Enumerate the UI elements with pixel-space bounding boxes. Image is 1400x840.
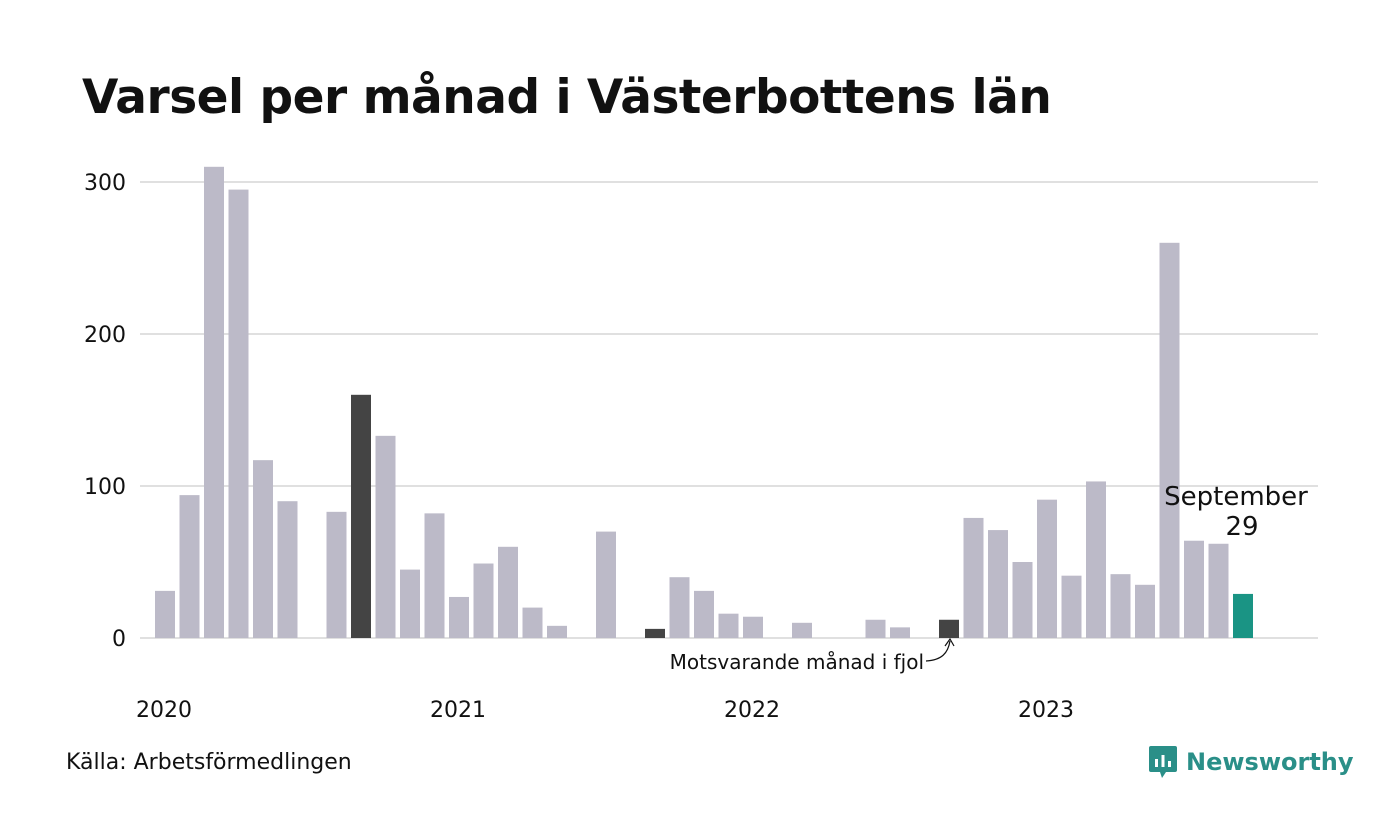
bar <box>963 517 984 638</box>
bar <box>375 435 396 638</box>
annotation-arrow <box>925 640 951 662</box>
y-axis: 0 100 200 300 <box>84 171 126 652</box>
bar <box>865 619 886 638</box>
bar <box>1110 574 1131 638</box>
bar <box>424 513 445 638</box>
bar <box>522 607 543 638</box>
bar <box>1061 575 1082 638</box>
bar-previous-year <box>645 628 665 638</box>
newsworthy-logo-icon <box>1149 746 1177 778</box>
bar <box>743 616 763 638</box>
annotation-arrowhead <box>944 637 955 647</box>
brand-logo: Newsworthy <box>1148 744 1354 780</box>
bar <box>228 189 249 638</box>
bar <box>890 627 910 638</box>
bar <box>1208 543 1229 638</box>
bar <box>253 460 273 638</box>
x-tick-label: 2022 <box>724 698 780 723</box>
bar <box>498 546 518 638</box>
bar <box>179 495 200 638</box>
bar <box>547 625 567 638</box>
chart-title: Varsel per månad i Västerbottens län <box>82 70 1052 125</box>
bar <box>1012 562 1033 638</box>
y-tick-label: 0 <box>112 627 126 652</box>
bar <box>718 613 739 638</box>
bar <box>155 590 175 638</box>
annotations: Motsvarande månad i fjol September 29 <box>670 482 1309 674</box>
bar-previous-year <box>351 394 371 638</box>
bar <box>204 166 224 639</box>
y-tick-label: 100 <box>84 475 126 500</box>
bar <box>1037 499 1057 638</box>
bar <box>1135 584 1155 638</box>
bar <box>449 596 469 638</box>
bar <box>1086 481 1106 638</box>
brand-name: Newsworthy <box>1186 748 1354 776</box>
x-tick-label: 2021 <box>430 698 486 723</box>
bar-current-month <box>1233 593 1253 638</box>
x-tick-label: 2023 <box>1018 698 1074 723</box>
bar <box>596 531 616 638</box>
bar <box>326 511 347 638</box>
y-tick-label: 200 <box>84 323 126 348</box>
bar <box>1184 540 1204 638</box>
current-value-label: 29 <box>1225 512 1258 542</box>
bars <box>155 166 1253 639</box>
gridlines <box>140 181 1318 639</box>
y-tick-label: 300 <box>84 171 126 196</box>
bar <box>694 590 714 638</box>
x-axis: 2020 2021 2022 2023 <box>136 698 1074 723</box>
bar <box>988 530 1008 638</box>
previous-year-annotation: Motsvarande månad i fjol <box>670 650 924 674</box>
bar <box>1159 242 1180 639</box>
bar-previous-year <box>939 619 959 638</box>
x-tick-label: 2020 <box>136 698 192 723</box>
bar <box>669 577 690 638</box>
bar <box>277 501 298 638</box>
bar <box>400 569 420 638</box>
bar <box>473 563 494 638</box>
source-label: Källa: Arbetsförmedlingen <box>66 750 352 775</box>
bar <box>792 622 812 638</box>
current-month-label: September <box>1164 482 1308 512</box>
